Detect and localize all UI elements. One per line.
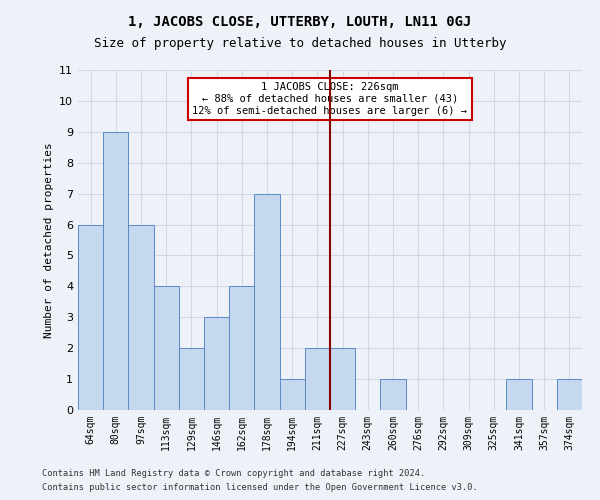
Bar xyxy=(330,348,355,410)
Text: Contains HM Land Registry data © Crown copyright and database right 2024.: Contains HM Land Registry data © Crown c… xyxy=(42,468,425,477)
Bar xyxy=(78,224,103,410)
Text: 1, JACOBS CLOSE, UTTERBY, LOUTH, LN11 0GJ: 1, JACOBS CLOSE, UTTERBY, LOUTH, LN11 0G… xyxy=(128,15,472,29)
Text: 1 JACOBS CLOSE: 226sqm
← 88% of detached houses are smaller (43)
12% of semi-det: 1 JACOBS CLOSE: 226sqm ← 88% of detached… xyxy=(193,82,467,116)
Bar xyxy=(154,286,179,410)
Bar xyxy=(254,194,280,410)
Bar xyxy=(128,224,154,410)
Bar xyxy=(204,318,229,410)
Y-axis label: Number of detached properties: Number of detached properties xyxy=(44,142,53,338)
Bar xyxy=(380,379,406,410)
Bar xyxy=(506,379,532,410)
Bar xyxy=(280,379,305,410)
Bar xyxy=(557,379,582,410)
Text: Contains public sector information licensed under the Open Government Licence v3: Contains public sector information licen… xyxy=(42,484,478,492)
Text: Size of property relative to detached houses in Utterby: Size of property relative to detached ho… xyxy=(94,38,506,51)
Bar xyxy=(103,132,128,410)
Bar xyxy=(179,348,204,410)
Bar xyxy=(305,348,330,410)
Bar xyxy=(229,286,254,410)
